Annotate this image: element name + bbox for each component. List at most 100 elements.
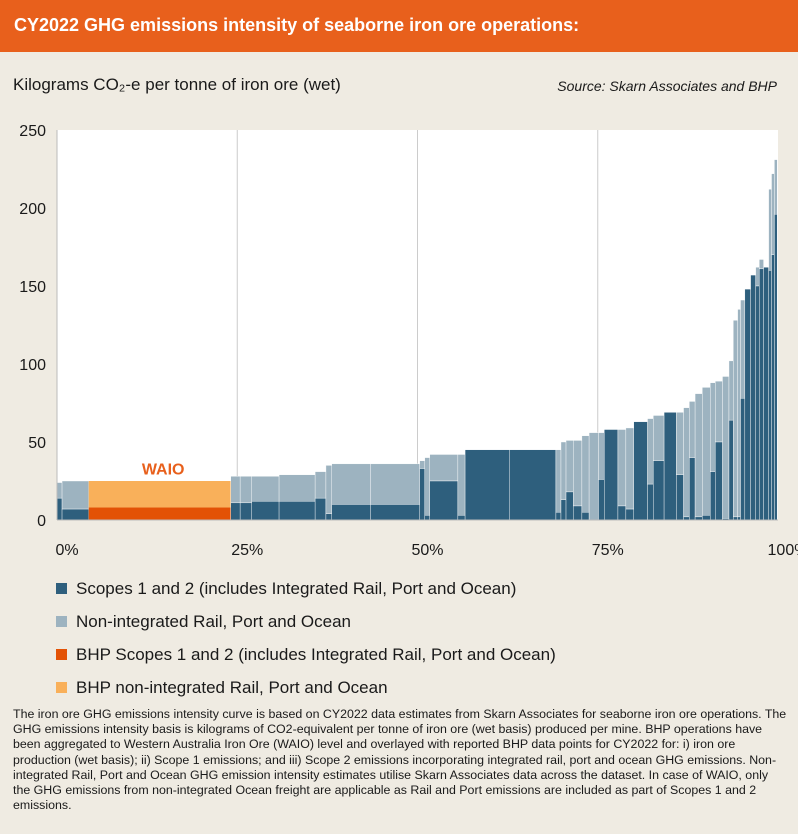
y-tick-label: 50 bbox=[28, 435, 46, 452]
legend-label-bhp-scope12: BHP Scopes 1 and 2 (includes Integrated … bbox=[76, 644, 556, 664]
bar-scope12 bbox=[560, 499, 567, 521]
bar-nonintegrated bbox=[683, 407, 690, 518]
y-tick-label: 250 bbox=[19, 123, 46, 140]
bar-bhp-scope12 bbox=[88, 507, 231, 520]
legend: Scopes 1 and 2 (includes Integrated Rail… bbox=[56, 572, 556, 704]
bar-scope12 bbox=[633, 421, 648, 521]
bar-scope12 bbox=[239, 502, 252, 521]
bar-scope12 bbox=[755, 285, 760, 521]
bar-nonintegrated bbox=[457, 454, 466, 516]
legend-item-bhp-scope12: BHP Scopes 1 and 2 (includes Integrated … bbox=[56, 638, 556, 671]
y-tick-label: 100 bbox=[19, 357, 46, 374]
source-label: Source: Skarn Associates and BHP bbox=[557, 78, 777, 94]
chart-title-banner: CY2022 GHG emissions intensity of seabor… bbox=[0, 0, 798, 52]
x-tick-label: 75% bbox=[592, 542, 624, 559]
bar-nonintegrated bbox=[429, 454, 459, 482]
bar-nonintegrated bbox=[653, 415, 665, 461]
bar-bhp-nonintegrated bbox=[88, 481, 231, 508]
bar-scope12 bbox=[604, 429, 619, 521]
bar-nonintegrated bbox=[694, 393, 703, 518]
x-tick-label: 0% bbox=[55, 542, 78, 559]
bar-scope12 bbox=[325, 513, 332, 521]
bar-scope12 bbox=[759, 268, 764, 521]
bar-nonintegrated bbox=[625, 427, 635, 510]
y-tick-label: 200 bbox=[19, 201, 46, 218]
bar-nonintegrated bbox=[598, 432, 605, 480]
legend-label-nonintegrated: Non-integrated Rail, Port and Ocean bbox=[76, 611, 351, 631]
bar-nonintegrated bbox=[370, 463, 420, 505]
bar-nonintegrated bbox=[230, 476, 241, 504]
bar-nonintegrated bbox=[555, 449, 562, 513]
bar-scope12 bbox=[702, 515, 711, 521]
bar-nonintegrated bbox=[771, 173, 775, 256]
bar-nonintegrated bbox=[314, 471, 327, 499]
bar-nonintegrated bbox=[581, 435, 590, 513]
bar-scope12 bbox=[740, 398, 746, 521]
y-axis-unit-label: Kilograms CO₂-e per tonne of iron ore (w… bbox=[13, 75, 341, 94]
bar-nonintegrated bbox=[588, 432, 599, 521]
bar-nonintegrated bbox=[560, 441, 567, 500]
legend-swatch-nonintegrated bbox=[56, 616, 67, 627]
bar-nonintegrated bbox=[702, 387, 711, 516]
bar-scope12 bbox=[771, 254, 775, 521]
bar-nonintegrated bbox=[676, 412, 684, 475]
bar-nonintegrated bbox=[689, 401, 696, 458]
bar-scope12 bbox=[689, 457, 696, 521]
bar-nonintegrated bbox=[768, 189, 772, 271]
bar-scope12 bbox=[763, 267, 769, 521]
bar-scope12 bbox=[728, 419, 734, 521]
waio-annotation: WAIO bbox=[142, 462, 185, 479]
legend-item-bhp-nonintegrated: BHP non-integrated Rail, Port and Ocean bbox=[56, 671, 556, 704]
bar-scope12 bbox=[663, 412, 677, 521]
bar-nonintegrated bbox=[419, 460, 425, 469]
bar-nonintegrated bbox=[573, 440, 583, 507]
bar-nonintegrated bbox=[715, 380, 723, 443]
bar-nonintegrated bbox=[728, 360, 734, 421]
chart-title: CY2022 GHG emissions intensity of seabor… bbox=[14, 15, 580, 35]
legend-label-scope12: Scopes 1 and 2 (includes Integrated Rail… bbox=[76, 578, 517, 598]
bar-scope12 bbox=[676, 474, 684, 521]
bar-scope12 bbox=[744, 288, 751, 521]
bar-scope12 bbox=[419, 468, 425, 521]
bar-scope12 bbox=[457, 515, 466, 521]
bar-scope12 bbox=[251, 501, 280, 521]
bar-scope12 bbox=[331, 504, 371, 521]
bar-nonintegrated bbox=[424, 457, 430, 516]
legend-label-bhp-nonintegrated: BHP non-integrated Rail, Port and Ocean bbox=[76, 677, 388, 697]
bar-nonintegrated bbox=[647, 418, 654, 485]
bar-nonintegrated bbox=[755, 267, 760, 287]
y-tick-label: 150 bbox=[19, 279, 46, 296]
bar-nonintegrated bbox=[325, 465, 332, 514]
bar-scope12 bbox=[314, 497, 327, 521]
bar-scope12 bbox=[573, 505, 583, 521]
x-tick-label: 100% bbox=[768, 542, 798, 559]
bar-scope12 bbox=[598, 479, 605, 521]
bar-nonintegrated bbox=[239, 476, 252, 504]
legend-swatch-scope12 bbox=[56, 583, 67, 594]
footnote: The iron ore GHG emissions intensity cur… bbox=[13, 707, 787, 813]
bar-nonintegrated bbox=[740, 299, 746, 399]
bar-scope12 bbox=[774, 214, 778, 521]
bar-scope12 bbox=[230, 502, 241, 521]
bar-nonintegrated bbox=[565, 440, 574, 493]
bar-nonintegrated bbox=[251, 476, 280, 502]
bar-scope12 bbox=[750, 274, 756, 521]
y-tick-label: 0 bbox=[37, 513, 46, 530]
bar-nonintegrated bbox=[733, 320, 738, 518]
legend-swatch-bhp-nonintegrated bbox=[56, 682, 67, 693]
bar-scope12 bbox=[625, 508, 635, 521]
bar-nonintegrated bbox=[722, 376, 730, 519]
bar-scope12 bbox=[509, 449, 557, 521]
bar-nonintegrated bbox=[737, 309, 741, 518]
bar-nonintegrated bbox=[774, 159, 778, 215]
bar-scope12 bbox=[56, 497, 63, 521]
bar-scope12 bbox=[278, 501, 316, 521]
legend-swatch-bhp-scope12 bbox=[56, 649, 67, 660]
bar-scope12 bbox=[710, 471, 716, 521]
bar-scope12 bbox=[565, 491, 574, 521]
bar-scope12 bbox=[617, 505, 627, 521]
emissions-intensity-chart: 0 50 100 150 200 250 0% 25% 50% 75% 100% WAIO bbox=[19, 123, 798, 559]
bar-scope12 bbox=[370, 504, 420, 521]
bar-scope12 bbox=[555, 512, 562, 521]
x-tick-label: 50% bbox=[411, 542, 443, 559]
